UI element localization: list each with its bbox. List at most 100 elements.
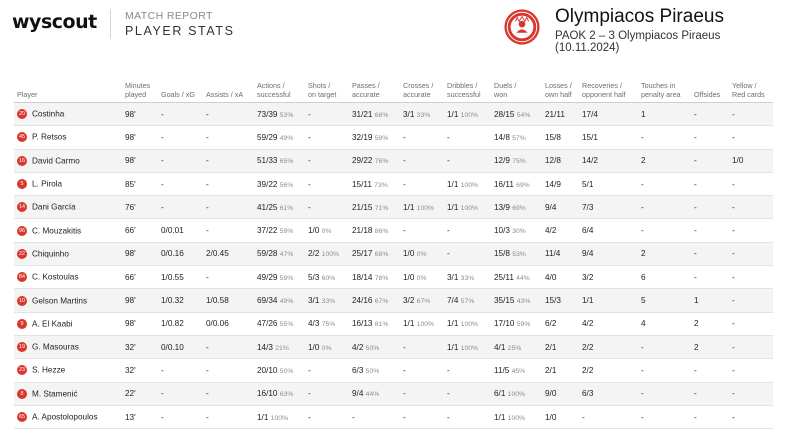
stat-value: - bbox=[732, 365, 735, 375]
stat-cell: 3/2 67% bbox=[403, 288, 447, 313]
stat-value: 6/3 bbox=[352, 365, 364, 375]
stat-cell: - bbox=[694, 382, 732, 406]
stat-cell: 29/22 76% bbox=[352, 149, 403, 173]
stat-value: 6/1 bbox=[494, 389, 506, 399]
stat-value: 3/1 bbox=[308, 296, 320, 306]
stat-cell: - bbox=[206, 405, 257, 430]
stat-percent: 100% bbox=[507, 414, 526, 422]
column-header-line: Yellow / bbox=[732, 81, 757, 90]
column-header: Yellow / Red cards bbox=[732, 75, 773, 103]
stat-cell: 1/1 100% bbox=[447, 195, 494, 220]
column-header: Recoveries / opponent half bbox=[582, 75, 641, 103]
stat-value: 13' bbox=[125, 412, 136, 422]
stat-cell: - bbox=[732, 265, 773, 290]
stat-cell: - bbox=[206, 218, 257, 243]
stat-value: - bbox=[308, 109, 311, 119]
stat-cell: - bbox=[447, 125, 494, 150]
stat-cell: - bbox=[206, 195, 257, 220]
stat-percent: 57% bbox=[512, 134, 526, 142]
column-header-line: Dribbles / bbox=[447, 81, 478, 90]
stat-cell: - bbox=[694, 125, 732, 150]
table-row: 19 G. Masouras 32' 0/0.10-14/3 21% 1/0 0% 4/2… bbox=[14, 335, 773, 360]
stat-value: - bbox=[403, 342, 406, 352]
stat-percent: 100% bbox=[460, 204, 479, 212]
stat-cell: - bbox=[447, 242, 494, 267]
stat-percent: 60% bbox=[321, 274, 336, 282]
stat-cell: 98' bbox=[125, 242, 161, 267]
stat-value: - bbox=[694, 249, 697, 259]
stat-value: 10/3 bbox=[494, 226, 510, 236]
stat-value: - bbox=[352, 412, 355, 422]
player-name: Dani García bbox=[32, 202, 76, 212]
stat-cell: 4/2 50% bbox=[352, 335, 403, 360]
stat-value: 4/3 bbox=[308, 319, 320, 329]
stat-value: 1 bbox=[694, 296, 699, 306]
jersey-number-badge: 19 bbox=[17, 342, 27, 353]
stat-cell: 1/0.58 bbox=[206, 288, 257, 313]
stat-percent: 49% bbox=[279, 298, 294, 306]
stat-cell: 0/0.06 bbox=[206, 312, 257, 336]
stat-value: 32/19 bbox=[352, 132, 373, 142]
stat-percent: 53% bbox=[512, 251, 526, 259]
stat-value: 0/0.16 bbox=[161, 249, 184, 259]
column-header: Minutes played bbox=[125, 75, 161, 103]
stat-value: - bbox=[161, 389, 164, 399]
stat-cell: 21/11 bbox=[545, 102, 582, 127]
stat-cell: - bbox=[732, 288, 773, 313]
stat-value: 1/1 bbox=[494, 412, 506, 422]
column-header: Crosses / accurate bbox=[403, 75, 447, 103]
stat-cell: - bbox=[641, 125, 694, 150]
stat-cell: 1/0 0% bbox=[308, 335, 352, 360]
stat-value: - bbox=[206, 109, 209, 119]
stat-cell: - bbox=[161, 405, 206, 430]
stat-value: 1/1 bbox=[447, 342, 459, 352]
stat-value: 0/0.01 bbox=[161, 226, 184, 236]
stat-percent: 78% bbox=[374, 274, 389, 282]
stat-cell: - bbox=[732, 172, 773, 197]
stat-value: 66' bbox=[125, 272, 136, 282]
stat-percent: 53% bbox=[279, 111, 294, 119]
stat-value: 15/8 bbox=[545, 132, 561, 142]
stat-cell: 1/0 bbox=[732, 149, 773, 173]
stat-value: - bbox=[403, 365, 406, 375]
stat-percent: 50% bbox=[365, 344, 380, 352]
stat-cell: 73/39 53% bbox=[257, 102, 308, 127]
player-name: P. Retsos bbox=[32, 132, 67, 142]
stat-value: - bbox=[308, 365, 311, 375]
stat-cell: - bbox=[403, 405, 447, 430]
stat-cell: - bbox=[641, 405, 694, 430]
stat-value: 31/21 bbox=[352, 109, 373, 119]
stat-cell: 1/1 bbox=[582, 288, 641, 313]
stat-cell: 1/0 0% bbox=[403, 242, 447, 267]
stat-value: - bbox=[206, 365, 209, 375]
player-cell: 8 M. Stamenić bbox=[14, 382, 125, 406]
stat-cell: - bbox=[732, 242, 773, 267]
stat-value: 6 bbox=[641, 272, 646, 282]
jersey-number-badge: 16 bbox=[17, 155, 27, 166]
stat-value: 1/0 bbox=[403, 272, 415, 282]
player-name: S. Hezze bbox=[32, 365, 66, 375]
stat-percent: 73% bbox=[374, 181, 388, 189]
column-header-line: Goals / xG bbox=[161, 90, 195, 99]
stat-value: 14/8 bbox=[494, 132, 510, 142]
stat-cell: 11/4 bbox=[545, 242, 582, 267]
stat-percent: 100% bbox=[460, 181, 479, 189]
stat-cell: 2 bbox=[694, 335, 732, 360]
stat-cell: - bbox=[403, 358, 447, 383]
stat-value: - bbox=[694, 272, 697, 282]
report-header: wyscout MATCH REPORT PLAYER STATS Olympi… bbox=[0, 0, 785, 62]
stat-cell: - bbox=[206, 335, 257, 360]
stat-cell: - bbox=[308, 172, 352, 197]
jersey-number-badge: 65 bbox=[17, 412, 27, 422]
column-header-line: Shots / bbox=[308, 81, 331, 90]
stat-value: - bbox=[694, 202, 697, 212]
stat-value: - bbox=[641, 179, 644, 189]
stat-value: 15/1 bbox=[582, 132, 598, 142]
stat-value: - bbox=[732, 412, 735, 422]
column-header: Losses / own half bbox=[545, 75, 582, 103]
stat-cell: 13' bbox=[125, 405, 161, 430]
stat-value: - bbox=[732, 132, 735, 142]
stat-value: - bbox=[403, 226, 406, 236]
stat-value: - bbox=[206, 179, 209, 189]
stat-cell: 0/0.10 bbox=[161, 335, 206, 360]
